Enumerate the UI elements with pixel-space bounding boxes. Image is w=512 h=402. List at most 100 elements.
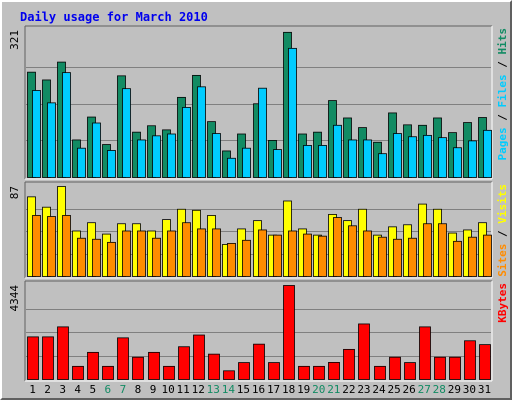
panel-top: 321 Pages / Files / Hits [8, 25, 509, 180]
bar-files-day-22 [348, 139, 357, 178]
bar-kbytes-day-29 [449, 356, 461, 380]
panel-top-legend: Pages / Files / Hits [496, 28, 509, 161]
bar-sites-day-18 [288, 230, 297, 277]
x-tick-label-11: 11 [177, 383, 190, 396]
bar-sites-day-25 [393, 238, 402, 277]
bar-files-day-4 [77, 147, 86, 178]
panel-top-max-label: 321 [8, 30, 21, 50]
bar-files-day-5 [92, 122, 101, 178]
panel-bot-legend: KBytes [496, 283, 509, 323]
bar-sites-day-30 [468, 236, 477, 277]
chart-panels: 321 Pages / Files / Hits 87 Sites / Visits 4… [8, 25, 509, 382]
x-tick-label-10: 10 [161, 383, 174, 396]
bar-sites-day-8 [137, 230, 146, 277]
bar-kbytes-day-21 [328, 362, 340, 380]
x-tick-label-22: 22 [342, 383, 355, 396]
legend-segment: Sites [496, 244, 509, 277]
bar-files-day-10 [167, 133, 176, 178]
panel-mid: 87 Sites / Visits [8, 181, 509, 279]
bar-files-day-24 [378, 153, 387, 178]
bar-kbytes-day-9 [148, 351, 160, 380]
bar-kbytes-day-3 [57, 326, 69, 380]
bar-kbytes-day-22 [343, 348, 355, 380]
bar-files-day-9 [152, 135, 161, 178]
x-tick-label-31: 31 [478, 383, 491, 396]
legend-segment: / [496, 55, 509, 75]
bar-kbytes-day-12 [193, 334, 205, 380]
bar-kbytes-day-6 [102, 365, 114, 380]
bar-sites-day-26 [408, 237, 417, 277]
chart-title: Daily usage for March 2010 [20, 10, 208, 24]
x-tick-label-17: 17 [267, 383, 280, 396]
bar-sites-day-24 [378, 236, 387, 277]
legend-segment: KBytes [496, 283, 509, 323]
bar-sites-day-19 [303, 233, 312, 277]
bar-sites-day-2 [47, 216, 56, 277]
bar-files-day-6 [107, 150, 116, 178]
x-tick-label-23: 23 [357, 383, 370, 396]
x-tick-label-29: 29 [448, 383, 461, 396]
bar-files-day-17 [273, 149, 282, 178]
bar-kbytes-day-28 [434, 356, 446, 380]
bar-sites-day-16 [258, 229, 267, 277]
legend-segment: Hits [496, 28, 509, 55]
bar-kbytes-day-30 [464, 340, 476, 380]
panel-mid-max-label: 87 [8, 186, 21, 199]
bar-sites-day-11 [182, 222, 191, 277]
series-files [32, 47, 492, 178]
daily-usage-chart: Daily usage for March 2010 321 Pages / Fi… [8, 10, 509, 396]
bar-kbytes-day-11 [178, 346, 190, 380]
x-tick-label-5: 5 [89, 383, 96, 396]
bar-files-day-29 [453, 147, 462, 178]
x-tick-label-4: 4 [74, 383, 81, 396]
x-tick-label-14: 14 [222, 383, 236, 396]
bar-files-day-27 [423, 134, 432, 178]
bar-files-day-8 [137, 139, 146, 178]
bar-kbytes-day-31 [479, 344, 491, 380]
x-tick-label-8: 8 [135, 383, 142, 396]
bar-files-day-1 [32, 90, 41, 178]
legend-segment: / [496, 108, 509, 128]
bar-files-day-28 [438, 137, 447, 178]
bar-files-day-16 [258, 87, 267, 178]
bar-sites-day-29 [453, 240, 462, 277]
bar-sites-day-22 [348, 225, 357, 277]
bar-kbytes-day-25 [389, 356, 401, 380]
bar-files-day-15 [242, 147, 251, 178]
bar-kbytes-day-18 [283, 285, 295, 380]
bar-kbytes-day-14 [223, 370, 235, 380]
bar-kbytes-day-26 [404, 362, 416, 380]
panel-bot-max-label: 4344 [8, 285, 21, 312]
bar-kbytes-day-1 [27, 336, 39, 380]
x-tick-label-24: 24 [372, 383, 386, 396]
bar-files-day-12 [197, 86, 206, 178]
x-tick-label-27: 27 [418, 383, 431, 396]
bar-files-day-31 [483, 129, 492, 178]
bar-kbytes-day-19 [298, 365, 310, 380]
bar-kbytes-day-8 [132, 356, 144, 380]
x-tick-label-16: 16 [252, 383, 265, 396]
x-tick-label-12: 12 [192, 383, 205, 396]
bar-sites-day-10 [167, 230, 176, 277]
bar-sites-day-20 [318, 235, 327, 277]
series-sites [32, 215, 492, 277]
bar-files-day-21 [333, 124, 342, 178]
bar-sites-day-3 [62, 215, 71, 277]
bar-files-day-25 [393, 133, 402, 178]
bar-files-day-23 [363, 139, 372, 178]
x-tick-label-21: 21 [327, 383, 340, 396]
bar-kbytes-day-16 [253, 343, 265, 380]
bar-kbytes-day-20 [313, 365, 325, 380]
bar-sites-day-14 [227, 242, 236, 277]
bar-sites-day-23 [363, 230, 372, 277]
series-kbytes [27, 285, 491, 380]
bar-files-day-14 [227, 157, 236, 178]
legend-segment: Pages [496, 127, 509, 160]
bar-sites-day-15 [242, 239, 251, 277]
x-tick-label-9: 9 [150, 383, 157, 396]
x-tick-label-25: 25 [387, 383, 400, 396]
bar-sites-day-27 [423, 223, 432, 277]
bar-kbytes-day-5 [87, 351, 99, 380]
bar-sites-day-21 [333, 217, 342, 277]
